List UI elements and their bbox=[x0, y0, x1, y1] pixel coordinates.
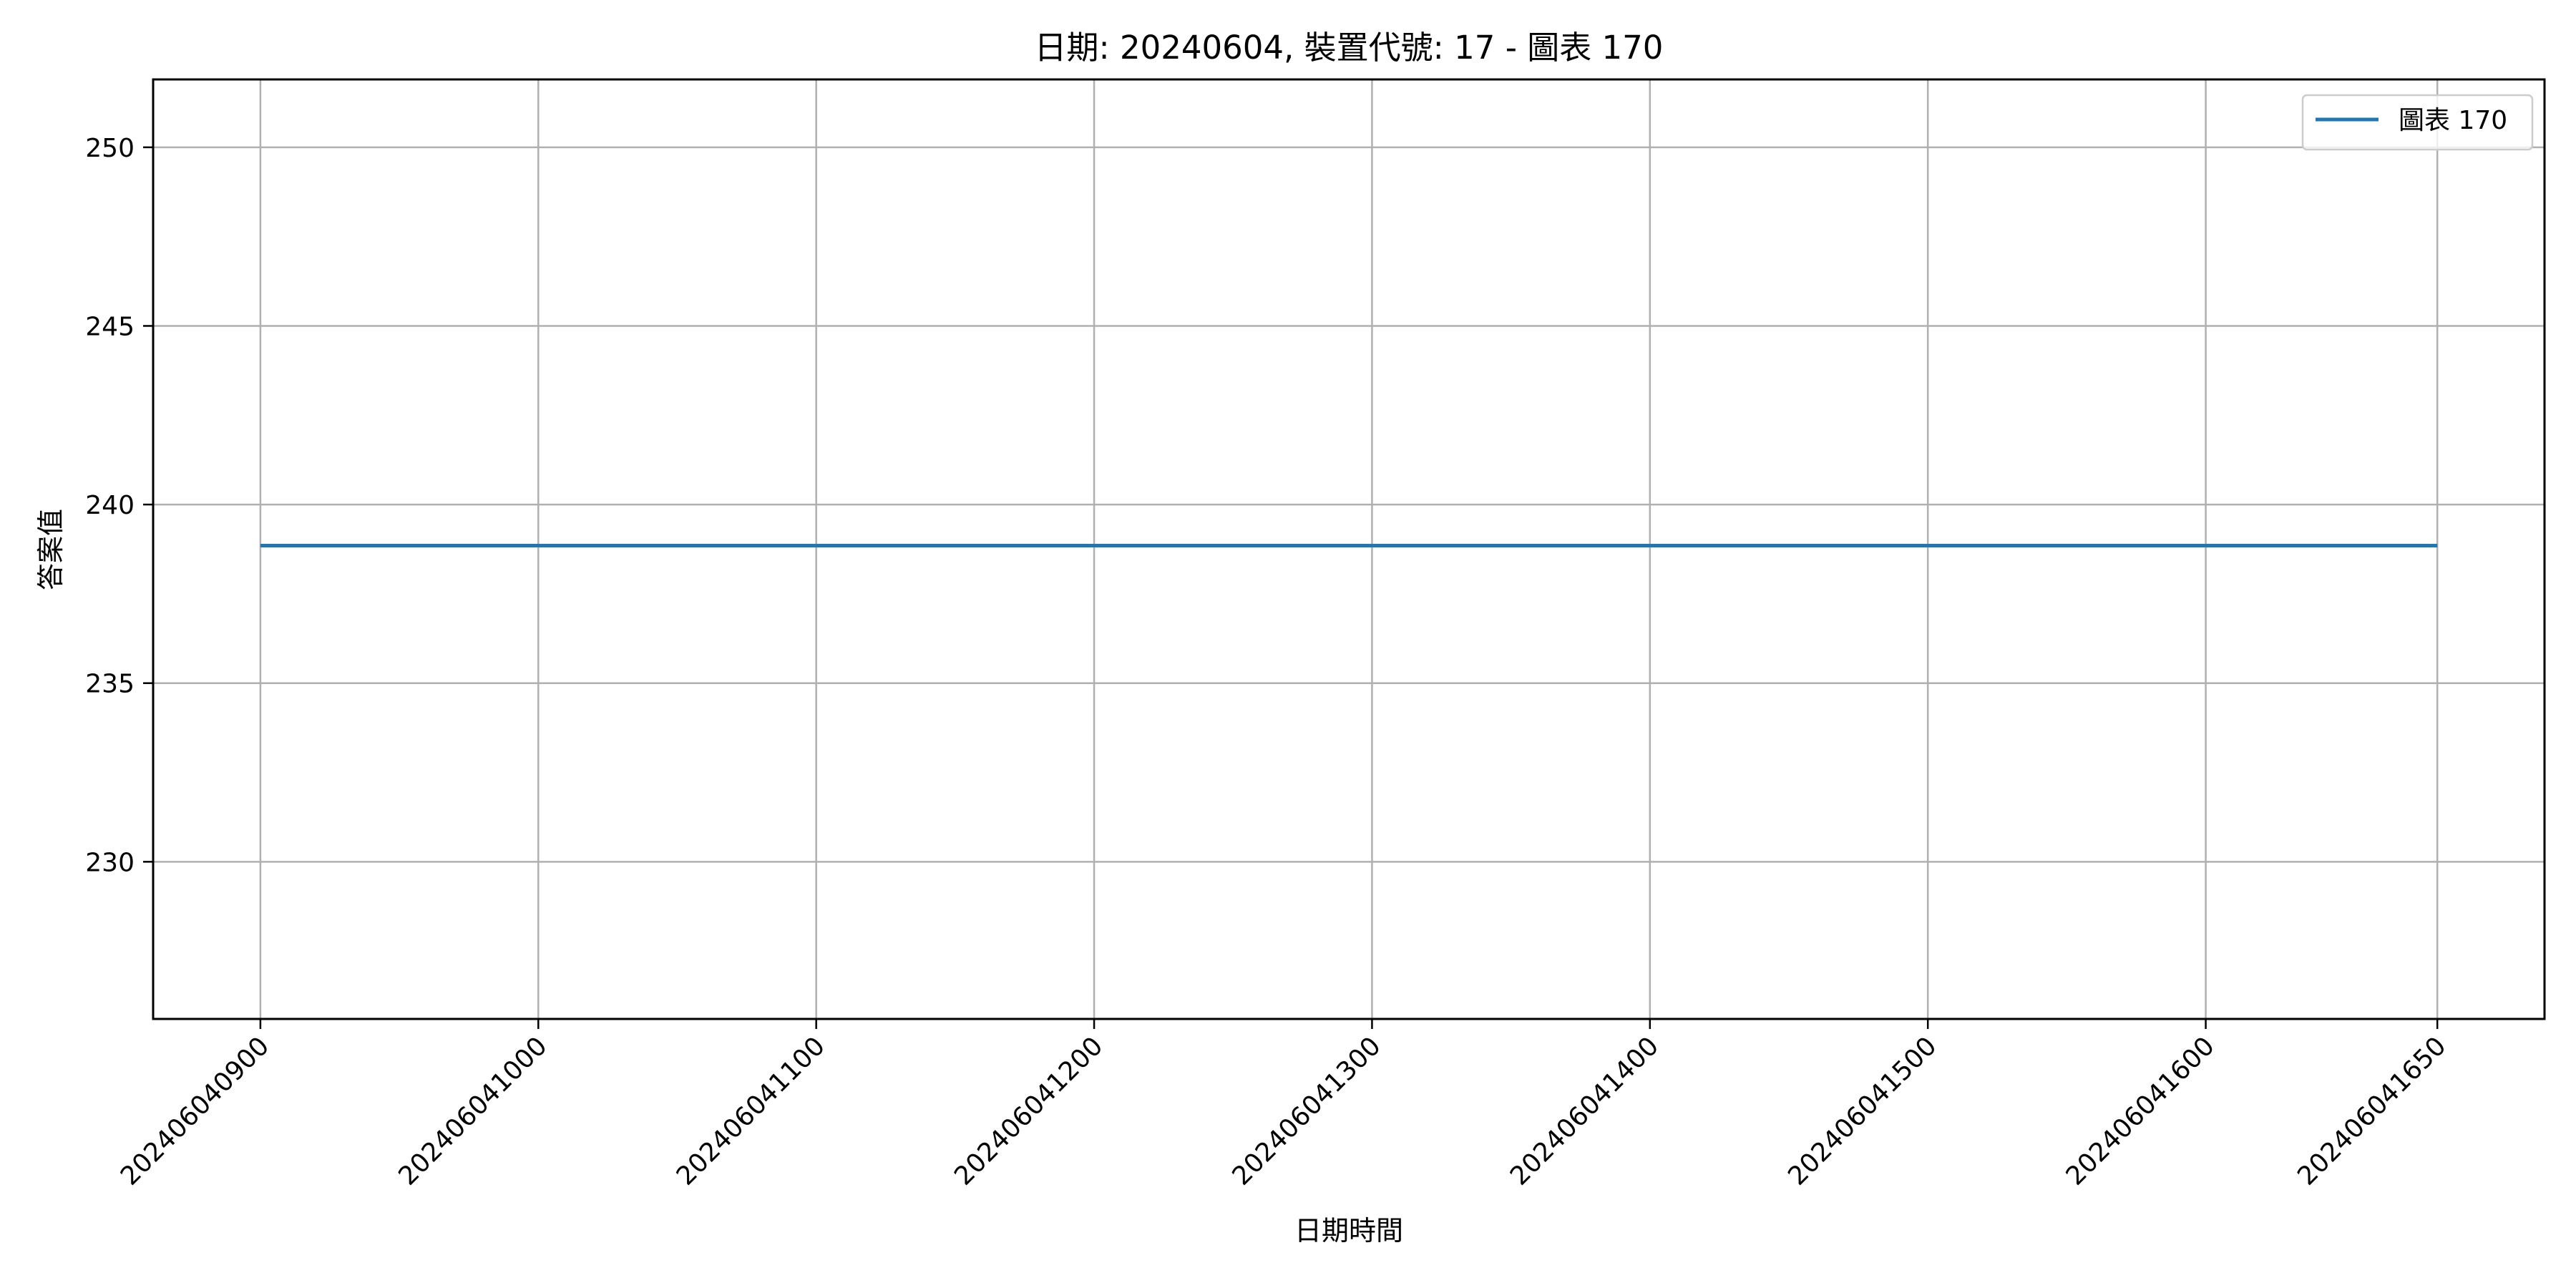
y-axis-label: 答案值 bbox=[35, 509, 67, 590]
legend-box bbox=[2301, 94, 2534, 151]
grid-lines bbox=[153, 79, 2545, 1019]
legend-entry-label: 圖表 170 bbox=[2399, 106, 2507, 135]
y-tick-label: 240 bbox=[85, 491, 135, 520]
x-axis-label: 日期時間 bbox=[1294, 1215, 1403, 1246]
x-tick-label: 202406041650 bbox=[2292, 1031, 2451, 1191]
x-tick-label: 202406040900 bbox=[115, 1031, 275, 1191]
plot-frame bbox=[152, 78, 2546, 1020]
x-tick-label: 202406041000 bbox=[393, 1031, 552, 1191]
y-tick-label: 230 bbox=[85, 848, 135, 877]
x-tick-label: 202406041200 bbox=[949, 1031, 1108, 1191]
x-tick-label: 202406041100 bbox=[671, 1031, 831, 1191]
x-tick-label: 202406041600 bbox=[2061, 1031, 2220, 1191]
x-tick-label: 202406041500 bbox=[1782, 1031, 1942, 1191]
axis-ticks: 202406040900 202406041000 202406041100 2024… bbox=[85, 134, 2451, 1191]
y-tick-label: 245 bbox=[85, 312, 135, 341]
legend[interactable]: 圖表 170 bbox=[2301, 94, 2534, 151]
x-tick-label: 202406041400 bbox=[1505, 1031, 1664, 1191]
y-tick-label: 250 bbox=[85, 134, 135, 163]
x-tick-label: 202406041300 bbox=[1226, 1031, 1386, 1191]
chart-title: 日期: 20240604, 裝置代號: 17 - 圖表 170 bbox=[1035, 29, 1664, 67]
y-tick-label: 235 bbox=[85, 670, 135, 699]
